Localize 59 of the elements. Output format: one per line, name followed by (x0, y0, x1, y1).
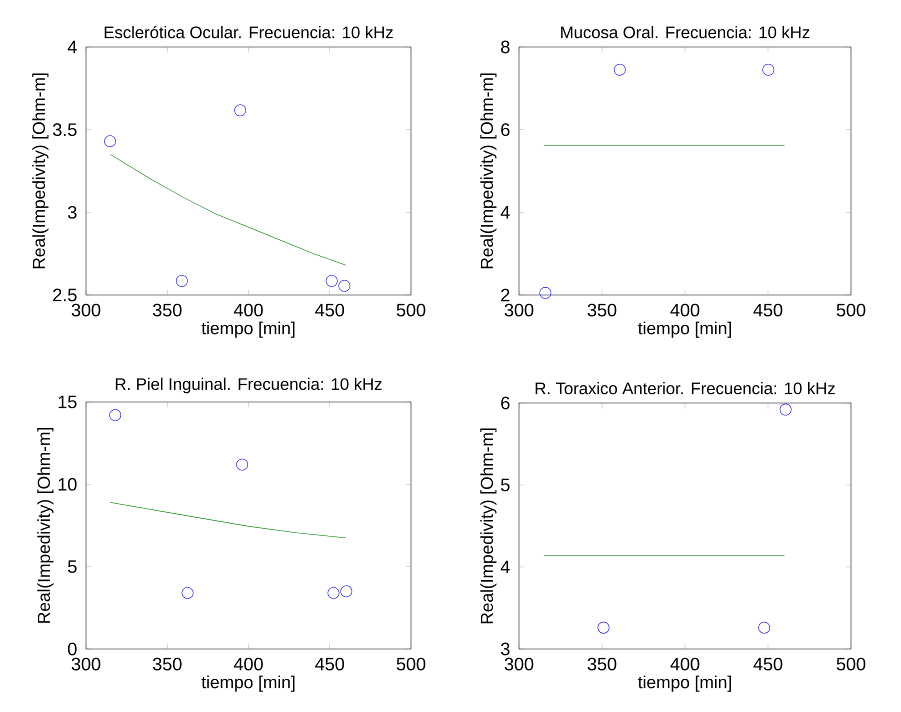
x-tick-label: 500 (836, 304, 866, 316)
point (234, 104, 246, 116)
point (236, 458, 248, 470)
x-tick-label: 300 (72, 658, 100, 670)
x-tick-label: 500 (396, 658, 426, 670)
x-tick-label: 300 (72, 304, 100, 316)
y-axis-title: Real(Impedivity) [Ohm-m] (37, 428, 54, 623)
x-tick-label: 400 (234, 658, 263, 670)
x-axis-title: tiempo [min] (202, 322, 294, 338)
y-axis-title: Real(Impedivity) [Ohm-m] (480, 428, 496, 624)
point (104, 135, 116, 148)
y-tick-label: 6 (501, 123, 510, 136)
x-tick-label: 450 (315, 658, 344, 670)
point (326, 275, 338, 287)
y-tick-label: 10 (58, 478, 77, 491)
y-tick-label: 4 (500, 560, 510, 574)
x-tick-label: 450 (753, 304, 782, 316)
x-tick-label: 350 (588, 304, 616, 316)
y-tick-label: 6 (501, 396, 510, 410)
x-tick-label: 300 (504, 658, 534, 670)
x-axis-title: tiempo [min] (202, 676, 294, 692)
point (340, 585, 352, 598)
chart-title: Mucosa Oral. Frecuencia: 10 kHz (561, 26, 810, 38)
y-tick-label: 3.5 (52, 123, 77, 136)
point (109, 409, 122, 422)
line-series (110, 502, 346, 538)
x-tick-label: 450 (753, 658, 782, 670)
y-tick-label: 5 (68, 560, 77, 573)
y-tick-label: 3 (68, 206, 76, 219)
y-tick-label: 4 (500, 206, 510, 219)
point (328, 587, 340, 599)
x-tick-label: 400 (234, 304, 263, 316)
y-tick-label: 3 (500, 642, 510, 656)
chart-title: R. Piel Inguinal. Frecuencia: 10 kHz (116, 378, 382, 394)
x-tick-label: 350 (588, 658, 616, 670)
x-tick-label: 400 (670, 658, 700, 670)
y-tick-label: 4 (68, 40, 77, 54)
x-tick-label: 500 (836, 658, 866, 670)
x-axis-title: tiempo [min] (638, 676, 731, 692)
chart-title: Esclerótica Ocular. Frecuencia: 10 kHz (104, 26, 393, 38)
x-tick-label: 350 (152, 304, 182, 316)
point (182, 587, 194, 599)
x-tick-label: 350 (152, 658, 182, 670)
y-tick-label: 5 (500, 478, 510, 492)
y-tick-label: 2.5 (53, 288, 77, 302)
y-axis-title: Real(Impedivity) [Ohm-m] (480, 74, 496, 268)
x-tick-label: 300 (504, 304, 534, 316)
x-tick-label: 500 (396, 304, 426, 316)
point (176, 275, 188, 287)
x-tick-label: 400 (670, 304, 700, 316)
y-tick-label: 0 (68, 642, 77, 656)
x-axis-title: tiempo [min] (638, 322, 731, 338)
chart-title: R. Toraxico Anterior. Frecuencia: 10 kHz (536, 382, 835, 394)
y-tick-label: 8 (501, 40, 510, 54)
point (338, 280, 350, 292)
x-tick-label: 450 (315, 304, 344, 316)
y-axis-title: Real(Impedivity) [Ohm-m] (32, 74, 48, 268)
y-tick-label: 15 (58, 396, 77, 408)
y-tick-label: 2 (501, 288, 510, 302)
